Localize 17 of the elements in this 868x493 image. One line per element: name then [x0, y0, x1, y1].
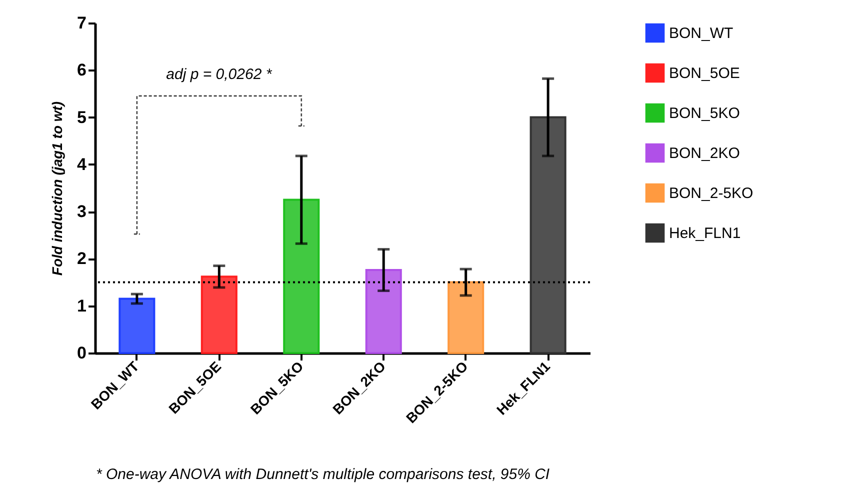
legend-label: Hek_FLN1 — [669, 225, 741, 242]
y-tick-label: 1 — [77, 296, 86, 316]
y-tick-label: 7 — [77, 14, 86, 32]
y-tick-label: 2 — [77, 249, 86, 268]
y-tick-label: 0 — [77, 344, 86, 362]
annotation: adj p = 0,0262 * — [166, 66, 272, 83]
y-tick-label: 3 — [77, 202, 86, 222]
legend-label: BON_2KO — [669, 145, 740, 162]
y-axis-title: Fold induction (jag1 to wt) — [49, 101, 66, 276]
legend-label: BON_5KO — [669, 105, 740, 122]
legend-label: BON_2-5KO — [669, 185, 754, 202]
legend-label: BON_5OE — [669, 65, 740, 82]
legend-label: BON_WT — [669, 25, 734, 42]
y-tick-label: 6 — [77, 60, 86, 80]
text: * One-way ANOVA with Dunnett's multiple comparisons test, 95% CI — [96, 466, 550, 483]
y-tick-label: 4 — [77, 154, 88, 174]
y-tick-label: 5 — [77, 108, 86, 127]
